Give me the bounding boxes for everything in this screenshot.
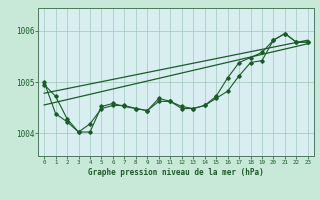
X-axis label: Graphe pression niveau de la mer (hPa): Graphe pression niveau de la mer (hPa) [88,168,264,177]
